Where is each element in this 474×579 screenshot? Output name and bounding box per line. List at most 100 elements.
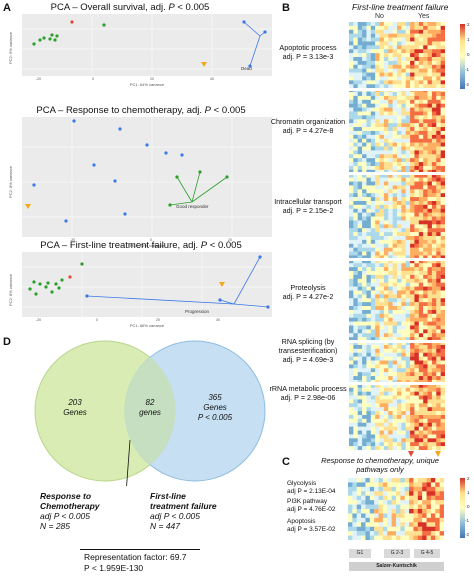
heatmap-cell	[423, 197, 428, 202]
heatmap-cell	[370, 49, 376, 54]
heatmap-cell	[349, 177, 354, 182]
heatmap-cell	[440, 286, 446, 291]
heatmap-cell	[436, 64, 441, 69]
heatmap-cell	[405, 150, 411, 155]
heatmap-cell	[388, 25, 393, 30]
heatmap-cell	[349, 434, 354, 439]
heatmap-cell	[388, 134, 393, 139]
venn-middle-count: 82 genes	[139, 398, 161, 417]
heatmap-cell	[348, 478, 353, 483]
heatmap-cell	[374, 517, 379, 523]
heatmap-cell	[366, 146, 372, 151]
heatmap-cell	[349, 302, 354, 307]
heatmap-cell	[431, 173, 437, 178]
heatmap-cell	[388, 395, 393, 400]
heatmap-cell	[374, 491, 379, 496]
heatmap-cell	[427, 294, 433, 299]
heatmap-cell	[418, 411, 424, 416]
heatmap-cell	[397, 189, 402, 194]
heatmap-cell	[436, 321, 441, 326]
heatmap-cell	[440, 282, 446, 287]
heatmap-cell	[410, 259, 415, 264]
heatmap-cell	[366, 127, 372, 132]
heatmap-cell	[391, 531, 397, 536]
heatmap-cell	[405, 282, 411, 287]
heatmap-cell	[388, 255, 393, 260]
heatmap-cell	[440, 337, 446, 342]
heatmap-cell	[431, 387, 437, 392]
heatmap-cell	[440, 325, 446, 330]
heatmap-cell	[426, 522, 432, 527]
heatmap-cell	[365, 535, 371, 541]
heatmap-cell	[410, 200, 415, 206]
heatmap-cell	[410, 294, 415, 299]
heatmap-cell	[423, 271, 428, 276]
heatmap-cell	[418, 446, 424, 451]
heatmap-cell	[388, 123, 393, 128]
heatmap-cell	[426, 482, 432, 488]
heatmap-cell	[357, 321, 363, 326]
heatmap-cell	[423, 189, 428, 194]
heatmap-cell	[392, 53, 398, 58]
heatmap-cell	[349, 383, 354, 388]
heatmap-cell	[392, 306, 398, 311]
heatmap-cell	[423, 53, 428, 58]
heatmap-cell	[423, 298, 428, 303]
heatmap-cell	[405, 376, 411, 381]
heatmap-cell	[388, 189, 393, 194]
heatmap-cell	[436, 344, 441, 350]
heatmap-cell	[379, 239, 385, 244]
heatmap-cell	[440, 232, 446, 237]
heatmap-cell	[378, 478, 384, 483]
heatmap-cell	[427, 430, 433, 435]
heatmap-cell	[365, 486, 371, 492]
heatmap-cell	[392, 95, 398, 101]
heatmap-cell	[388, 37, 393, 42]
heatmap-cell	[410, 321, 415, 326]
heatmap-cell	[362, 146, 367, 151]
heatmap-cell	[391, 495, 397, 501]
heatmap-cell	[379, 247, 385, 252]
heatmap-cell	[418, 224, 424, 229]
heatmap-cell	[423, 138, 428, 143]
heatmap-cell	[366, 232, 372, 237]
heatmap-cell	[357, 84, 363, 89]
heatmap-cell	[392, 383, 398, 388]
heatmap-cell	[353, 274, 358, 279]
heatmap-cell	[405, 57, 411, 62]
heatmap-cell	[353, 204, 358, 209]
heatmap-cell	[414, 309, 420, 315]
heatmap-cell	[397, 208, 402, 213]
heatmap-cell	[370, 92, 376, 97]
heatmap-cell	[426, 526, 432, 532]
heatmap-cell	[353, 22, 358, 27]
heatmap-cell	[387, 504, 392, 510]
heatmap-cell	[362, 99, 367, 104]
heatmap-cell	[366, 438, 372, 443]
heatmap-cell	[353, 45, 358, 50]
heatmap-cell	[362, 68, 367, 73]
heatmap-cell	[440, 111, 446, 116]
heatmap-cell	[370, 282, 376, 287]
heatmap-cell	[427, 438, 433, 443]
heatmap-cell	[379, 224, 385, 229]
heatmap-cell	[392, 72, 398, 77]
heatmap-cell	[392, 158, 398, 163]
heatmap-cell	[349, 53, 354, 58]
heatmap-cell	[431, 228, 437, 233]
heatmap-cell	[382, 486, 388, 492]
heatmap-cell	[357, 247, 363, 252]
heatmap-cell	[388, 220, 393, 225]
heatmap-cell	[388, 154, 393, 159]
heatmap-cell	[375, 84, 380, 89]
heatmap-cell	[366, 403, 372, 408]
heatmap-cell	[369, 478, 375, 483]
heatmap-cell	[418, 372, 424, 377]
heatmap-cell	[440, 72, 446, 77]
heatmap-cell	[414, 321, 420, 326]
heatmap-cell	[440, 142, 446, 147]
heatmap-cell	[353, 243, 358, 248]
heatmap-cell	[396, 495, 401, 501]
heatmap-cell	[349, 224, 354, 229]
heatmap-cell	[401, 446, 406, 451]
